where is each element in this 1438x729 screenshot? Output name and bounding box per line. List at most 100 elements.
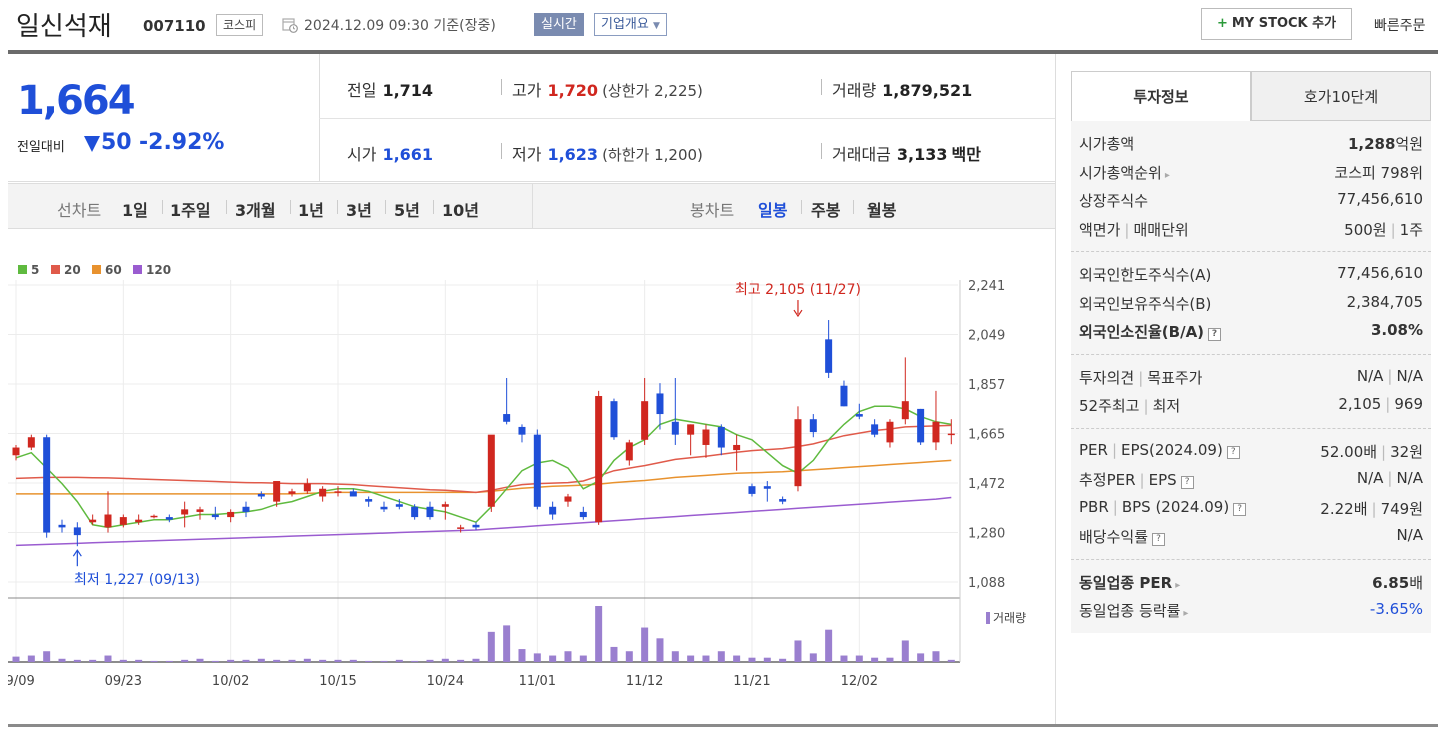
info-label: 배당수익률 [1079, 528, 1149, 546]
period-3m[interactable]: 3개월 [235, 201, 276, 220]
info-row: 추정PER | EPS? N/A | N/A [1079, 469, 1423, 489]
period-5y[interactable]: 5년 [394, 201, 420, 220]
help-icon[interactable]: ? [1233, 502, 1247, 516]
info-label: PBR [1079, 497, 1109, 516]
info-row: 투자의견 | 목표주가 N/A | N/A [1079, 366, 1423, 387]
arrow-right-icon[interactable]: ▸ [1175, 579, 1181, 591]
price-change-pct: -2.92% [139, 130, 225, 155]
info-value: 2,384,705 [1346, 292, 1423, 311]
add-my-stock-button[interactable]: + MY STOCK 추가 [1201, 8, 1352, 40]
y-tick-label: 2,049 [968, 329, 1005, 344]
high-annotation: 최고 2,105 (11/27) [735, 282, 861, 298]
candle-body [917, 408, 925, 443]
price-change: 50 [101, 130, 132, 155]
x-tick-label: 10/24 [427, 674, 464, 689]
stock-header: 일신석재 007110 코스피 2024.12.09 09:30 기준(장중) … [0, 0, 1438, 50]
volume-bar [809, 653, 817, 662]
legend-label-120: 120 [146, 263, 171, 277]
info-value: 코스피 798위 [1334, 163, 1423, 182]
info-group: 동일업종 PER ▸ 6.85배 동일업종 등락률 ▸ -3.65% [1071, 560, 1431, 633]
candle-body [334, 491, 342, 493]
volume-legend-swatch [986, 612, 990, 624]
candle-body [426, 506, 434, 518]
candle-body [89, 519, 97, 523]
arrow-right-icon[interactable]: ▸ [1183, 608, 1189, 619]
candle-body [319, 488, 327, 497]
candle-body [947, 433, 955, 436]
y-tick-label: 1,857 [968, 378, 1005, 393]
candle-body [855, 414, 863, 417]
volume-bar [671, 651, 679, 662]
tab-investment-info[interactable]: 투자정보 [1071, 71, 1251, 121]
x-tick-label: 11/12 [626, 674, 663, 689]
stock-code: 007110 [143, 17, 206, 35]
volume-bar [288, 659, 296, 662]
help-icon[interactable]: ? [1226, 445, 1240, 459]
volume-bar [411, 660, 419, 662]
candle-body [871, 424, 879, 435]
stock-name: 일신석재 [16, 12, 112, 42]
volume-bar [257, 658, 265, 662]
candle-body [779, 499, 787, 502]
candle-body [733, 444, 741, 451]
candle-weekly[interactable]: 주봉 [811, 201, 841, 220]
legend-swatch-60 [92, 265, 101, 274]
candle-monthly[interactable]: 월봉 [867, 201, 897, 220]
candle-chart-area: 5 20 60 120 2,241 2,049 1,857 1,665 1,472 1,280 1,… [8, 255, 1055, 725]
candle-body [58, 524, 66, 528]
volume-bar [227, 659, 235, 662]
volume-bar [748, 657, 756, 662]
period-1y[interactable]: 1년 [298, 201, 324, 220]
divider [501, 79, 502, 95]
candle-body [395, 504, 403, 507]
arrow-right-icon[interactable]: ▸ [1164, 169, 1170, 181]
help-icon[interactable]: ? [1208, 328, 1222, 341]
candle-body [73, 527, 81, 536]
legend-label-5: 5 [31, 263, 39, 277]
x-tick-label: 11/01 [519, 674, 556, 689]
x-tick-label: 11/21 [733, 674, 770, 689]
tab-order-book[interactable]: 호가10단계 [1251, 71, 1431, 121]
volume-bar [932, 651, 940, 662]
candle-chart[interactable]: 5 20 60 120 2,241 2,049 1,857 1,665 1,472 1,280 1,… [8, 255, 1055, 725]
volume-bar [855, 655, 863, 662]
quick-order-link[interactable]: 빠른주문 [1374, 18, 1426, 34]
help-icon[interactable]: ? [1152, 533, 1166, 546]
info-label: 최저 [1152, 397, 1181, 415]
period-10y[interactable]: 10년 [442, 201, 479, 220]
period-1w[interactable]: 1주일 [170, 201, 211, 220]
volume-bar [625, 651, 633, 662]
candle-body [932, 421, 940, 443]
volume-bar [717, 651, 725, 662]
volume: 거래량 1,879,521 [832, 81, 973, 100]
candle-body [104, 514, 112, 528]
volume-bar [579, 655, 587, 662]
legend-label-60: 60 [105, 263, 122, 277]
low-arrow-head [72, 549, 82, 557]
volume-bar [395, 659, 403, 662]
divider [501, 143, 502, 159]
candle-body [840, 385, 848, 407]
info-row: PER | EPS(2024.09)? 52.00배 | 32원 [1079, 440, 1423, 461]
current-price: 1,664 [17, 78, 136, 124]
candle-body [257, 493, 265, 497]
legend-swatch-20 [51, 265, 60, 274]
info-label: 추정PER [1079, 471, 1136, 489]
volume-bar [58, 658, 66, 662]
down-triangle-icon [84, 136, 100, 152]
investment-info-panel: 투자정보 호가10단계 시가총액 1,288억원 시가총액순위 ▸ 코스피 798위 상장… [1071, 71, 1431, 633]
realtime-badge[interactable]: 실시간 [534, 13, 584, 36]
company-overview-dropdown[interactable]: 기업개요 ▼ [594, 13, 667, 36]
candle-body [503, 414, 511, 422]
candle-body [610, 401, 618, 438]
info-label: EPS(2024.09) [1121, 440, 1223, 459]
candle-body [150, 515, 158, 518]
divider [821, 79, 822, 95]
divider [319, 118, 1055, 119]
candle-daily[interactable]: 일봉 [758, 201, 788, 220]
info-label: 외국인한도주식수(A) [1079, 266, 1212, 284]
period-1d[interactable]: 1일 [122, 201, 148, 220]
help-icon[interactable]: ? [1180, 476, 1194, 489]
period-3y[interactable]: 3년 [346, 201, 372, 220]
